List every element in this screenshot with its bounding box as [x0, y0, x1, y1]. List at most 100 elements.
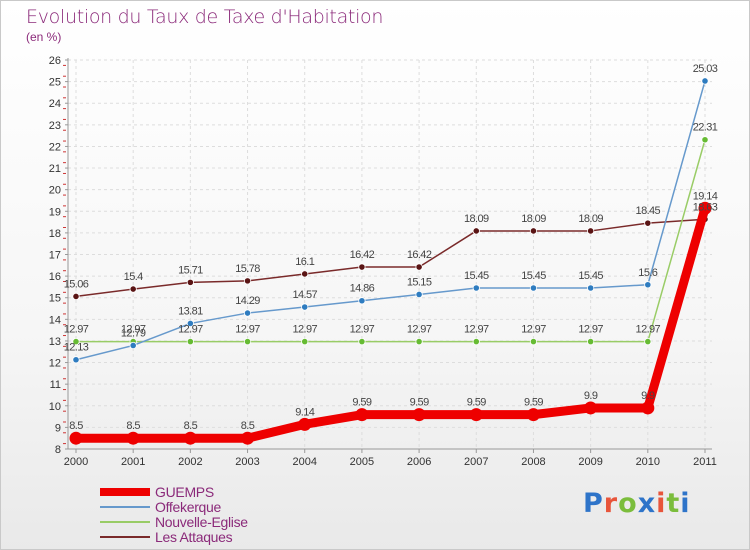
data-label: 12.13: [64, 342, 89, 354]
data-label: 15.15: [407, 276, 432, 288]
data-point: [587, 227, 595, 235]
data-label: 12.97: [121, 324, 146, 336]
y-tick-label: 12: [49, 358, 61, 370]
logo-letter: i: [680, 488, 691, 519]
data-label: 9.59: [467, 397, 486, 409]
data-point: [298, 417, 312, 431]
series-layer: [69, 77, 712, 445]
data-point: [186, 278, 194, 286]
data-point: [243, 309, 252, 317]
data-point: [186, 319, 194, 328]
x-tick-label: 2008: [521, 456, 545, 468]
data-label: 14.57: [292, 289, 317, 301]
data-point: [183, 431, 197, 445]
data-point: [529, 337, 538, 346]
data-point: [301, 270, 309, 278]
data-point: [301, 303, 309, 311]
axes: 8 9 10 11 12 13 14 15 16 17 18 19 20 21 22 23 24 25 26 2000…: [49, 55, 717, 468]
data-point: [529, 227, 538, 235]
data-point: [698, 201, 712, 215]
data-point: [358, 337, 366, 346]
data-label: 13.81: [178, 305, 203, 317]
y-tick-label: 17: [49, 250, 61, 262]
data-label: 15.45: [521, 270, 546, 282]
y-tick-label: 20: [49, 185, 61, 197]
legend-label: Les Attaques: [155, 529, 233, 545]
data-label: 15.45: [464, 270, 489, 282]
data-point: [472, 337, 480, 346]
logo-letter: r: [603, 488, 619, 519]
x-tick-label: 2000: [64, 456, 88, 468]
data-label: 12.97: [350, 324, 375, 336]
data-point: [72, 337, 80, 346]
data-label: 12.79: [121, 327, 146, 339]
logo-letter: o: [618, 488, 638, 519]
y-tick-label: 14: [49, 314, 61, 326]
y-tick-label: 18: [49, 228, 61, 240]
data-label: 19.14: [693, 190, 718, 202]
data-label: 16.1: [295, 256, 314, 268]
data-label: 16.42: [407, 249, 432, 261]
x-tick-label: 2005: [350, 456, 374, 468]
data-point: [701, 136, 709, 144]
x-tick-label: 2007: [464, 456, 488, 468]
data-label: 18.45: [636, 205, 661, 217]
data-point: [301, 337, 309, 346]
y-tick-label: 8: [55, 444, 61, 456]
data-point: [72, 292, 80, 301]
data-label: 15.71: [178, 264, 203, 276]
data-label: 16.42: [350, 249, 375, 261]
y-tick-label: 25: [49, 77, 61, 89]
proxiti-logo: Proxiti: [583, 488, 691, 519]
data-point: [644, 219, 652, 227]
data-label: 12.97: [235, 324, 260, 336]
data-point: [69, 431, 83, 445]
data-point: [529, 284, 538, 292]
y-tick-label: 11: [50, 379, 61, 391]
data-label: 8.5: [126, 420, 140, 432]
data-label: 15.6: [638, 267, 657, 279]
data-label: 15.45: [578, 270, 603, 282]
data-label: 12.97: [407, 324, 432, 336]
chart-title: Evolution du Taux de Taxe d'Habitation: [26, 6, 384, 28]
data-label: 18.63: [693, 201, 718, 213]
data-label: 12.97: [292, 324, 317, 336]
data-point: [126, 431, 140, 445]
x-tick-label: 2002: [178, 456, 202, 468]
x-tick-label: 2006: [407, 456, 431, 468]
logo-letter: i: [656, 488, 667, 519]
data-label: 15.78: [235, 263, 260, 275]
x-tick-label: 2003: [235, 456, 259, 468]
data-point: [472, 284, 480, 292]
data-point: [526, 408, 540, 422]
legend-label: GUEMPS: [155, 484, 214, 500]
series-line-nouvelle-eglise: [75, 138, 706, 343]
data-label: 14.29: [235, 295, 260, 307]
data-point: [644, 337, 652, 346]
data-point: [72, 356, 80, 364]
data-point: [412, 408, 426, 422]
y-tick-label: 22: [49, 141, 61, 153]
data-point: [587, 284, 595, 292]
data-point: [186, 337, 194, 346]
legend-label: Nouvelle-Eglise: [155, 514, 248, 530]
data-label: 8.5: [184, 420, 198, 432]
x-tick-label: 2010: [636, 456, 660, 468]
data-label: 25.03: [693, 63, 718, 75]
data-label: 18.09: [521, 213, 546, 225]
logo-letter: P: [583, 488, 604, 519]
data-label: 15.4: [124, 271, 143, 283]
data-label: 12.97: [521, 324, 546, 336]
data-point: [472, 227, 480, 235]
y-tick-label: 26: [49, 55, 61, 67]
x-tick-label: 2009: [578, 456, 602, 468]
y-tick-label: 23: [49, 120, 61, 132]
data-point: [415, 290, 423, 299]
data-label: 9.59: [410, 397, 429, 409]
data-point: [415, 263, 423, 271]
logo-letter: t: [666, 488, 681, 519]
data-label: 12.97: [64, 324, 89, 336]
data-point: [701, 77, 709, 85]
y-tick-label: 13: [49, 336, 61, 348]
